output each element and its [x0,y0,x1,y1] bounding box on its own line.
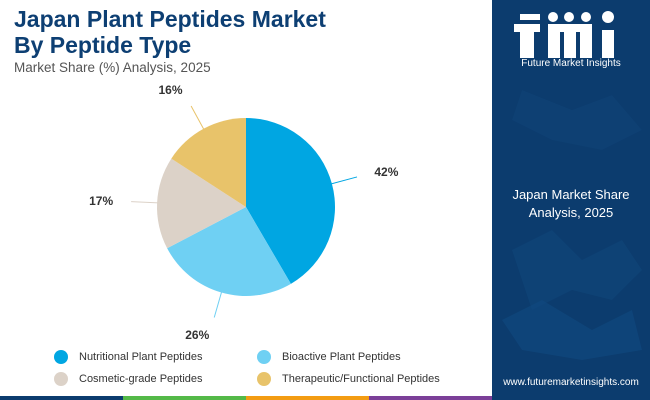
logo-caption: Future Market Insights [521,58,621,69]
pie-slice-therapeutic [171,118,246,207]
footer-color-bar [0,396,492,400]
legend-item-bioactive: Bioactive Plant Peptides [257,350,401,364]
data-label-cosmetic: 17% [89,194,113,208]
pie-slice-bioactive [167,207,291,296]
legend-label-therapeutic: Therapeutic/Functional Peptides [282,373,440,385]
leader-line-cosmetic [131,201,162,204]
data-label-nutritional: 42% [374,165,398,179]
chart-title-line1: Japan Plant Peptides Market [14,6,326,32]
sidebar-text-line2: Analysis, 2025 [528,205,614,220]
footer-bar-segment-1 [0,396,123,400]
website-url: www.futuremarketinsights.com [503,377,639,388]
legend-swatch-cosmetic [54,372,68,386]
data-label-therapeutic: 16% [158,83,182,97]
legend-item-nutritional: Nutritional Plant Peptides [54,350,203,364]
data-label-bioactive: 26% [185,328,209,340]
legend-swatch-bioactive [257,350,271,364]
leader-line-nutritional [327,176,358,186]
sidebar-texture [502,90,642,360]
sidebar-panel: Future Market Insights Japan Market Shar… [492,0,650,400]
chart-panel: Japan Plant Peptides Market By Peptide T… [0,6,492,400]
leader-line-therapeutic [190,105,206,133]
legend-label-cosmetic: Cosmetic-grade Peptides [79,373,203,385]
legend-swatch-therapeutic [257,372,271,386]
legend-item-therapeutic: Therapeutic/Functional Peptides [257,372,440,386]
legend-label-nutritional: Nutritional Plant Peptides [79,351,203,363]
legend-item-cosmetic: Cosmetic-grade Peptides [54,372,203,386]
legend-label-bioactive: Bioactive Plant Peptides [282,351,401,363]
fmi-logo [514,11,614,58]
chart-subtitle: Market Share (%) Analysis, 2025 [14,60,211,75]
leader-line-bioactive [213,288,223,318]
pie-slice-nutritional [246,118,336,284]
footer-bar-segment-3 [246,396,369,400]
sidebar-text-line1: Japan Market Share [512,187,630,202]
chart-title-line2: By Peptide Type [14,32,192,58]
pie-slice-cosmetic [156,158,246,249]
footer-bar-segment-2 [123,396,246,400]
footer-bar-segment-4 [369,396,492,400]
pie-chart: 42% 26% 17% 16% [89,83,399,340]
legend-swatch-nutritional [54,350,68,364]
